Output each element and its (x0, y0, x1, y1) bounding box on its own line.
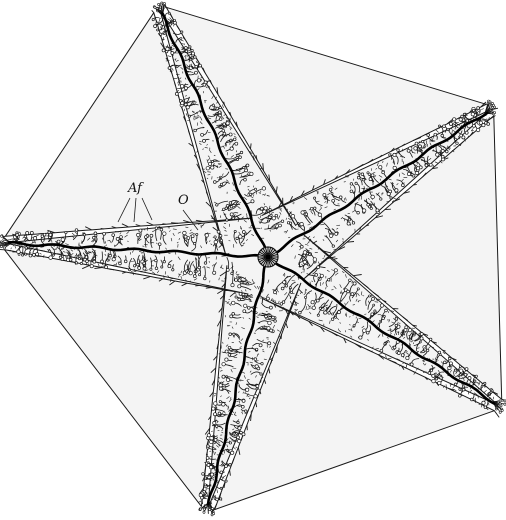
label-o: O (178, 193, 189, 208)
label-pointer-lines (117, 197, 199, 231)
central-disc (257, 246, 279, 268)
label-af: Af (128, 181, 142, 196)
ambulacral-grooves (7, 12, 496, 506)
